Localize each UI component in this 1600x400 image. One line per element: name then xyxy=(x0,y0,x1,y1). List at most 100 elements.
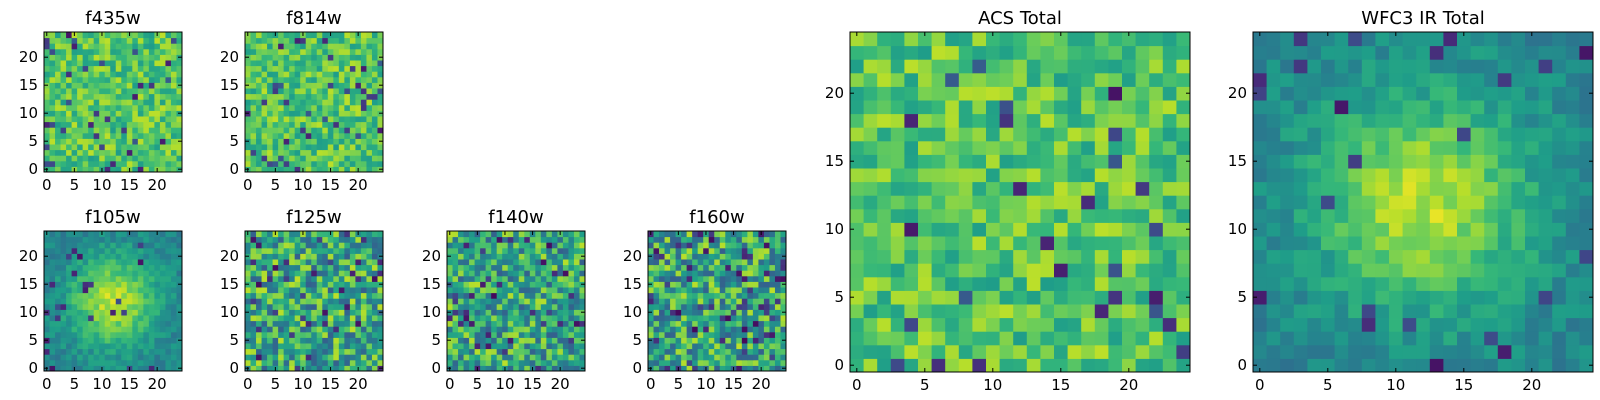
heatmap-cell xyxy=(132,270,139,277)
heatmap-cell xyxy=(366,127,373,134)
heatmap-cell xyxy=(159,121,166,128)
heatmap-cell xyxy=(670,343,677,350)
heatmap-cell xyxy=(535,365,542,372)
heatmap-cell xyxy=(99,104,106,111)
heatmap-cell xyxy=(77,292,84,299)
heatmap-cell xyxy=(945,195,960,210)
heatmap-cell xyxy=(1348,304,1363,319)
heatmap-cell xyxy=(692,303,699,310)
x-tick-label: 10 xyxy=(696,375,715,393)
heatmap-cell xyxy=(681,287,688,294)
heatmap-cell xyxy=(366,93,373,100)
heatmap-cell xyxy=(272,116,279,123)
heatmap-cell xyxy=(333,54,340,61)
heatmap-cell xyxy=(344,264,351,271)
heatmap-cell xyxy=(863,236,878,251)
heatmap-cell xyxy=(972,276,987,291)
heatmap-cell xyxy=(535,270,542,277)
heatmap-cell xyxy=(294,71,301,78)
heatmap-cell xyxy=(474,354,481,361)
heatmap-cell xyxy=(659,365,666,372)
heatmap-cell xyxy=(491,292,498,299)
heatmap-cell xyxy=(758,348,765,355)
heatmap-cell xyxy=(1176,127,1191,142)
heatmap-cell xyxy=(850,59,865,74)
heatmap-cell xyxy=(176,43,183,50)
heatmap-cell xyxy=(126,99,133,106)
heatmap-cell xyxy=(780,270,787,277)
heatmap-cell xyxy=(1067,154,1082,169)
heatmap-cell xyxy=(1511,304,1526,319)
heatmap-cell xyxy=(502,236,509,243)
heatmap-cell xyxy=(557,259,564,266)
heatmap-cell xyxy=(256,242,263,249)
heatmap-cell xyxy=(1321,331,1336,346)
heatmap-cell xyxy=(305,43,312,50)
heatmap-cell xyxy=(1416,290,1431,305)
heatmap-cell xyxy=(999,263,1014,278)
heatmap-cell xyxy=(659,287,666,294)
heatmap-cell xyxy=(1470,181,1485,196)
heatmap-cell xyxy=(333,236,340,243)
heatmap-cell xyxy=(71,315,78,322)
heatmap-cell xyxy=(250,315,257,322)
heatmap-cell xyxy=(104,37,111,44)
heatmap-cell xyxy=(355,37,362,44)
heatmap-cell xyxy=(115,71,122,78)
heatmap-cell xyxy=(491,337,498,344)
heatmap-cell xyxy=(349,116,356,123)
heatmap-cell xyxy=(681,337,688,344)
heatmap-cell xyxy=(1361,331,1376,346)
heatmap-cell xyxy=(267,287,274,294)
heatmap-cell xyxy=(557,270,564,277)
heatmap-cell xyxy=(890,100,905,115)
heatmap-cell xyxy=(88,149,95,156)
heatmap-cell xyxy=(316,166,323,173)
heatmap-cell xyxy=(524,247,531,254)
heatmap-cell xyxy=(176,76,183,83)
heatmap-cell xyxy=(535,275,542,282)
heatmap-cell xyxy=(165,309,172,316)
heatmap-cell xyxy=(877,290,892,305)
heatmap-cell xyxy=(480,309,487,316)
heatmap-cell xyxy=(93,348,100,355)
heatmap-cell xyxy=(165,303,172,310)
heatmap-cell xyxy=(529,292,536,299)
heatmap-cell xyxy=(972,32,987,47)
heatmap-cell xyxy=(518,287,525,294)
heatmap-cell xyxy=(736,298,743,305)
heatmap-cell xyxy=(557,247,564,254)
heatmap-cell xyxy=(55,71,62,78)
heatmap-cell xyxy=(159,264,166,271)
heatmap-cell xyxy=(305,270,312,277)
heatmap-cell xyxy=(311,275,318,282)
heatmap-cell xyxy=(132,298,139,305)
heatmap-cell xyxy=(546,287,553,294)
heatmap-cell xyxy=(371,32,378,39)
heatmap-cell xyxy=(256,337,263,344)
heatmap-cell xyxy=(1026,276,1041,291)
heatmap-cell xyxy=(703,236,710,243)
heatmap-cell xyxy=(49,93,56,100)
heatmap-cell xyxy=(338,60,345,67)
heatmap-cell xyxy=(44,116,51,123)
heatmap-cell xyxy=(931,113,946,128)
heatmap-cell xyxy=(1470,168,1485,183)
heatmap-cell xyxy=(267,270,274,277)
heatmap-cell xyxy=(763,343,770,350)
heatmap-cell xyxy=(250,149,257,156)
heatmap-cell xyxy=(170,281,177,288)
heatmap-cell xyxy=(1321,290,1336,305)
heatmap-cell xyxy=(170,149,177,156)
heatmap-cell xyxy=(360,138,367,145)
heatmap-cell xyxy=(371,127,378,134)
heatmap-cell xyxy=(890,344,905,359)
heatmap-cell xyxy=(170,359,177,366)
heatmap-cell xyxy=(675,315,682,322)
heatmap-cell xyxy=(272,359,279,366)
heatmap-cell xyxy=(945,140,960,155)
heatmap-cell xyxy=(1538,276,1553,291)
heatmap-cell xyxy=(741,247,748,254)
heatmap-cell xyxy=(278,93,285,100)
heatmap-cell xyxy=(681,303,688,310)
